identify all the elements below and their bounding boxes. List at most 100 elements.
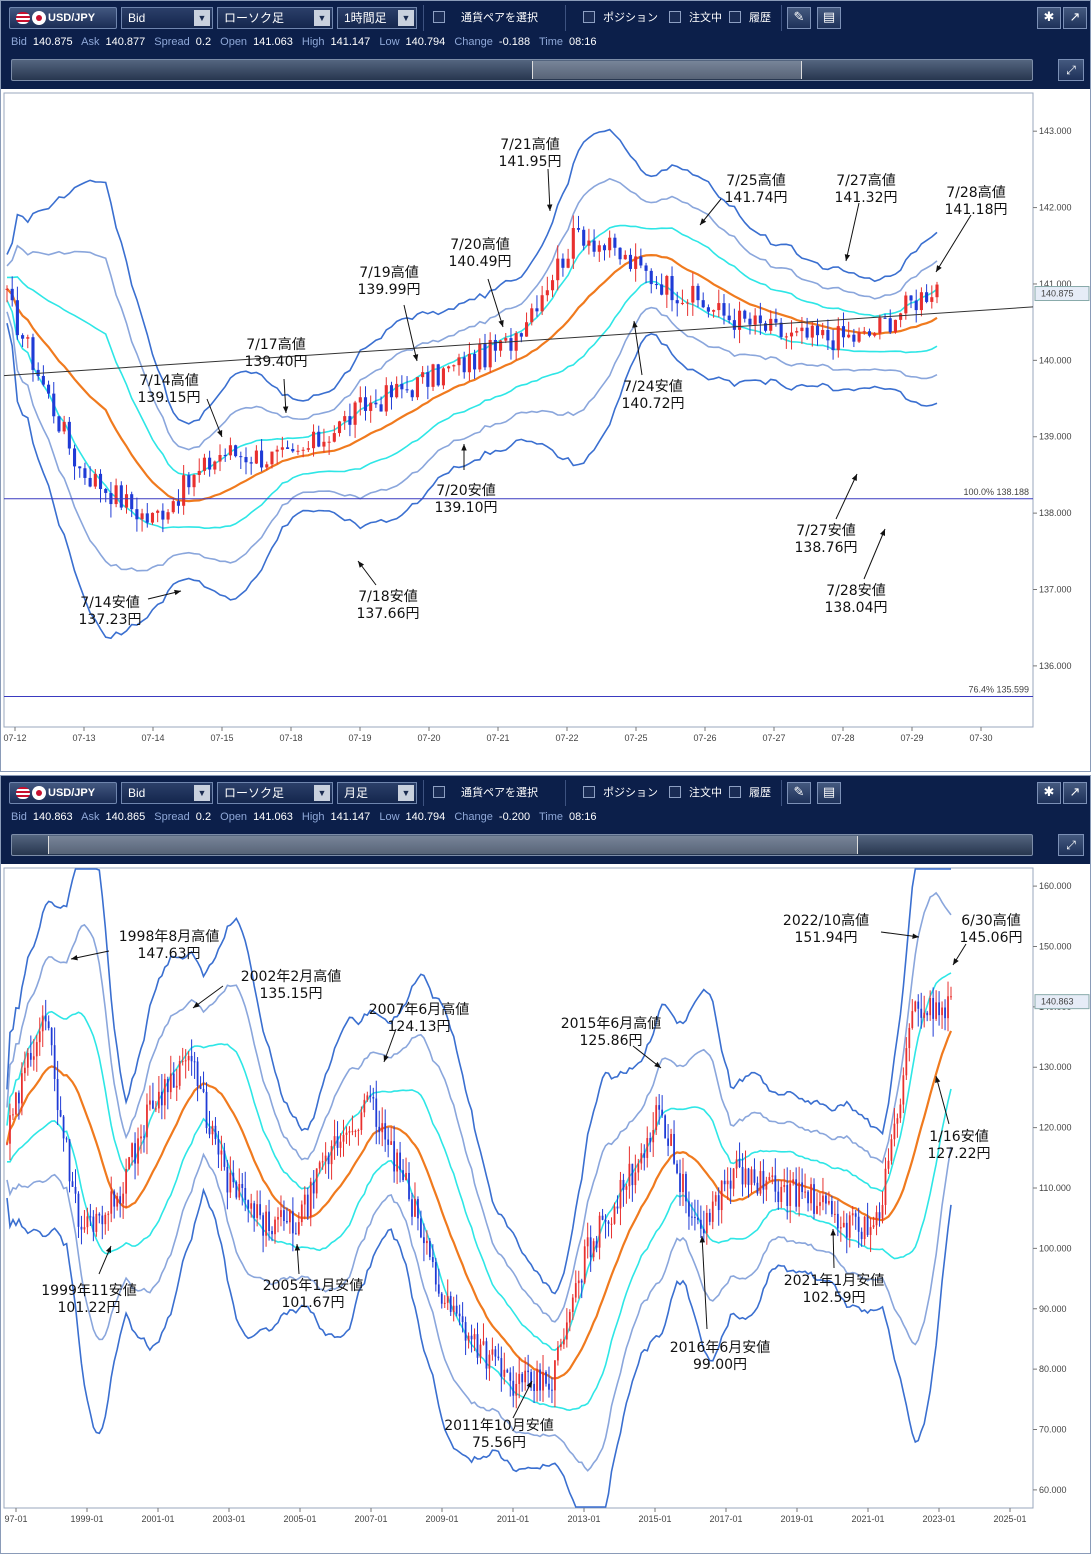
annotation-date: 7/25高値	[726, 172, 785, 189]
annotation-price: 151.94円	[795, 930, 858, 946]
chevron-down-icon: ▼	[314, 785, 330, 801]
candle-down	[417, 1199, 419, 1219]
candle-up	[156, 510, 160, 513]
candle-up	[83, 1227, 86, 1230]
candle-down	[378, 1126, 381, 1133]
candle-down	[509, 1372, 512, 1381]
chevron-down-icon: ▼	[314, 10, 330, 26]
candle-up	[923, 1012, 926, 1018]
draw-tool-button[interactable]: ✎	[787, 7, 811, 29]
candle-up	[623, 254, 627, 260]
candlestick-chart[interactable]: 160.000150.000140.000130.000120.000110.0…	[1, 864, 1091, 1553]
timeframe-select[interactable]: 1時間足 ▼	[337, 7, 417, 29]
chart-style-select[interactable]: ローソク足 ▼	[217, 7, 333, 29]
candle-down	[374, 402, 378, 405]
candle-down	[135, 509, 139, 520]
candle-down	[613, 237, 617, 248]
select-pair-checkbox[interactable]	[433, 11, 445, 23]
candle-up	[554, 1360, 556, 1391]
chart-style-select[interactable]: ローソク足 ▼	[217, 782, 333, 804]
annotation-date: 7/24安値	[623, 379, 682, 395]
candle-up	[166, 512, 170, 520]
chart-navigator[interactable]	[11, 59, 1033, 81]
candle-up	[652, 1130, 655, 1143]
candle-down	[431, 1257, 434, 1263]
orders-checkbox[interactable]	[669, 786, 681, 798]
zoom-button[interactable]: ⤢	[1058, 834, 1084, 856]
annotation-date: 2016年6月安値	[670, 1340, 771, 1356]
candle-down	[41, 375, 45, 385]
chart-navigator[interactable]	[11, 834, 1033, 856]
price-type-select[interactable]: Bid ▼	[121, 782, 213, 804]
candle-down	[119, 1196, 122, 1204]
change-value: -0.200	[498, 811, 531, 823]
candle-down	[80, 1226, 83, 1230]
candlestick-chart[interactable]: 143.000 142.000 141.000 140.000 139.000 138.0…	[1, 89, 1091, 771]
settings-button[interactable]: ✱	[1037, 7, 1061, 29]
timeframe-select[interactable]: 月足 ▼	[337, 782, 417, 804]
candle-down	[758, 315, 762, 324]
draw-tool-button[interactable]: ✎	[787, 782, 811, 804]
orders-checkbox[interactable]	[669, 11, 681, 23]
quote-strip: Bid 140.863 Ask 140.865 Spread 0.2 Open 141.…	[11, 811, 603, 827]
high-value: 141.147	[330, 36, 371, 48]
candle-down	[747, 1168, 750, 1185]
candle-up	[847, 334, 851, 338]
currency-pair-selector[interactable]: USD/JPY	[9, 7, 117, 29]
candle-down	[841, 326, 846, 338]
settings-button[interactable]: ✱	[1037, 782, 1061, 804]
position-checkbox[interactable]	[583, 786, 595, 798]
candle-down	[130, 494, 134, 510]
popout-button[interactable]: ↗	[1063, 7, 1087, 29]
popout-button[interactable]: ↗	[1063, 782, 1087, 804]
annotation-price: 127.22円	[928, 1146, 991, 1162]
history-checkbox[interactable]	[729, 11, 741, 23]
x-tick-label: 07-25	[624, 733, 647, 743]
candle-down	[208, 1128, 211, 1135]
candle-up	[608, 237, 612, 251]
zoom-button[interactable]: ⤢	[1058, 59, 1084, 81]
layout-button[interactable]: ▤	[817, 782, 841, 804]
candle-down	[866, 1216, 869, 1235]
candle-up	[899, 313, 903, 320]
annotation-price: 139.40円	[245, 354, 308, 370]
annotation-price: 141.95円	[499, 154, 562, 170]
candle-up	[717, 303, 721, 311]
candle-down	[938, 1002, 940, 1016]
layout-button[interactable]: ▤	[817, 7, 841, 29]
navigator-window[interactable]	[48, 836, 858, 854]
candle-up	[414, 1199, 416, 1217]
candle-up	[446, 1295, 449, 1303]
candle-down	[434, 1262, 437, 1285]
candle-down	[187, 475, 191, 488]
position-checkbox[interactable]	[583, 11, 595, 23]
candle-up	[363, 1099, 366, 1113]
candle-down	[485, 1341, 488, 1369]
candle-down	[473, 353, 477, 370]
candle-down	[71, 1181, 74, 1187]
history-checkbox[interactable]	[729, 786, 741, 798]
candle-up	[712, 310, 716, 312]
annotation-price: 141.74円	[725, 190, 788, 206]
currency-pair-selector[interactable]: USD/JPY	[9, 782, 117, 804]
change-label: Change	[454, 811, 493, 823]
candle-down	[527, 1370, 530, 1373]
candle-up	[114, 485, 118, 505]
candle-up	[857, 332, 861, 342]
price-type-select[interactable]: Bid ▼	[121, 7, 213, 29]
x-tick-label: 2021-01	[851, 1514, 884, 1524]
candle-down	[696, 285, 700, 301]
candle-down	[722, 303, 726, 316]
candle-up	[810, 325, 814, 338]
candle-up	[116, 1196, 119, 1207]
candle-down	[670, 276, 674, 301]
candle-down	[104, 489, 108, 493]
candle-up	[565, 1322, 568, 1340]
select-pair-checkbox[interactable]	[433, 786, 445, 798]
candle-down	[932, 998, 935, 1019]
candle-down	[72, 448, 77, 467]
navigator-window[interactable]	[532, 61, 802, 79]
candle-down	[925, 292, 929, 302]
candle-down	[545, 1371, 547, 1384]
candle-up	[637, 1163, 640, 1173]
